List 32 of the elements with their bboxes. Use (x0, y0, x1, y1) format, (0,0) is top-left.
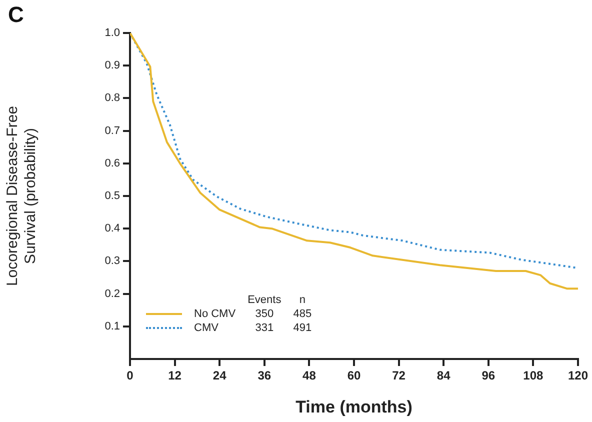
y-tick-label: 1.0 (104, 27, 120, 40)
x-tick-label: 36 (258, 368, 272, 383)
annotation: 350 (254, 307, 275, 321)
x-tick-label: 60 (347, 368, 361, 383)
legend-label: No CMV (193, 307, 237, 321)
x-tick-label: 0 (126, 368, 134, 383)
annotation: 491 (292, 321, 313, 335)
x-tick-label: 72 (392, 368, 406, 383)
x-tick-label: 108 (523, 368, 544, 383)
x-tick-label: 24 (212, 368, 227, 383)
x-tick-label: 12 (168, 368, 182, 383)
x-tick-label: 84 (436, 368, 451, 383)
x-tick-label: 96 (482, 368, 496, 383)
x-tick-label: 120 (568, 368, 588, 383)
y-tick-label: 0.7 (104, 124, 120, 137)
annotation: n (298, 293, 306, 307)
legend-title: Events (246, 293, 282, 307)
y-tick-label: 0.5 (104, 190, 120, 202)
y-tick-label: 0.9 (104, 60, 120, 72)
y-tick-label: 0.2 (104, 288, 120, 300)
y-axis-title: Locoregional Disease-Free Survival (probability) (4, 106, 40, 286)
x-tick-label: 48 (302, 368, 316, 383)
y-tick-label: 0.3 (104, 255, 120, 268)
chart-title: C (8, 2, 24, 28)
legend-label: CMV (193, 321, 220, 335)
y-tick-label: 0.4 (104, 222, 120, 235)
x-axis-title: Time (months) (296, 397, 412, 416)
y-tick-label: 0.8 (104, 92, 120, 104)
y-tick-label: 0.1 (104, 320, 120, 332)
y-tick-label: 0.6 (104, 157, 120, 170)
annotation: 485 (292, 307, 313, 321)
annotation: 331 (254, 321, 275, 335)
